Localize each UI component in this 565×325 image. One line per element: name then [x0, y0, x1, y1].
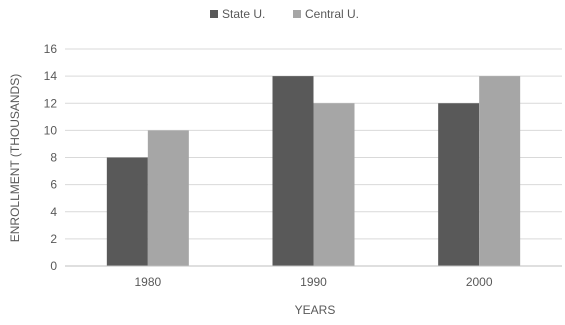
legend-label: Central U.	[305, 7, 359, 21]
legend-swatch	[293, 10, 301, 18]
bar-central-u-2000	[479, 76, 521, 266]
y-tick-label: 6	[50, 178, 57, 192]
x-tick-label: 1980	[134, 275, 161, 289]
bar-state-u-2000	[438, 103, 480, 266]
x-tick-label: 1990	[300, 275, 327, 289]
y-tick-label: 2	[50, 232, 57, 246]
y-axis-title: ENROLLMENT (THOUSANDS)	[8, 74, 22, 242]
y-tick-label: 16	[44, 42, 58, 56]
legend: State U. Central U.	[210, 7, 359, 21]
x-tick-labels: 1980 1990 2000	[134, 275, 492, 289]
x-tick-label: 2000	[466, 275, 493, 289]
bar-central-u-1980	[147, 130, 189, 266]
y-tick-label: 8	[50, 151, 57, 165]
bars	[106, 76, 521, 266]
legend-swatch	[210, 10, 218, 18]
bar-central-u-1990	[313, 103, 355, 266]
x-axis-title: YEARS	[295, 303, 336, 317]
y-tick-label: 14	[44, 69, 58, 83]
y-tick-label: 10	[44, 123, 58, 137]
y-tick-label: 0	[50, 259, 57, 273]
y-tick-label: 12	[44, 96, 58, 110]
bar-state-u-1990	[272, 76, 314, 266]
y-tick-labels: 0 2 4 6 8 10 12 14 16	[44, 42, 58, 273]
legend-label: State U.	[222, 7, 265, 21]
bar-state-u-1980	[106, 157, 148, 266]
y-tick-label: 4	[50, 205, 57, 219]
